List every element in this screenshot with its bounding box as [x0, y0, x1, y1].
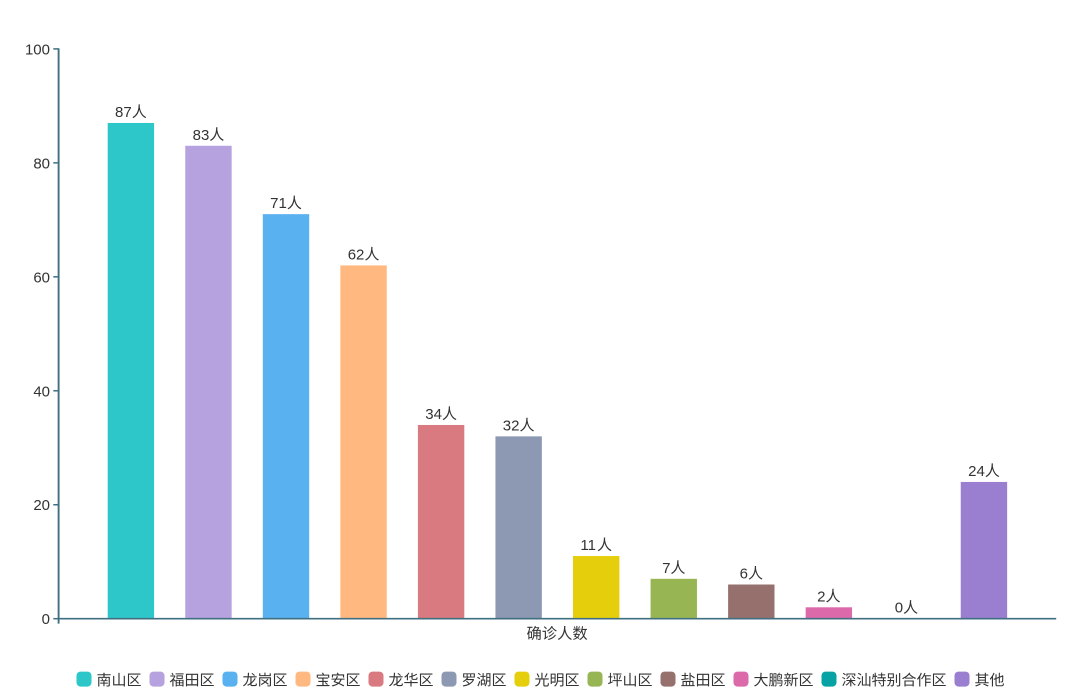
svg-text:0: 0: [895, 600, 903, 617]
svg-text:40: 40: [33, 383, 50, 400]
svg-text:2: 2: [817, 588, 825, 605]
svg-text:6: 6: [740, 566, 748, 583]
svg-text:0: 0: [42, 611, 50, 628]
svg-text:11: 11: [580, 537, 596, 554]
svg-text:24: 24: [968, 463, 985, 480]
svg-text:60: 60: [33, 269, 50, 286]
svg-text:83: 83: [193, 127, 210, 144]
svg-text:100: 100: [25, 41, 50, 58]
svg-text:32: 32: [503, 417, 520, 434]
svg-text:20: 20: [33, 497, 50, 514]
svg-text:34: 34: [425, 406, 442, 423]
svg-text:7: 7: [662, 560, 670, 577]
svg-text:62: 62: [348, 246, 365, 263]
svg-text:87: 87: [115, 104, 132, 121]
svg-text:80: 80: [33, 155, 50, 172]
svg-text:71: 71: [270, 195, 287, 212]
